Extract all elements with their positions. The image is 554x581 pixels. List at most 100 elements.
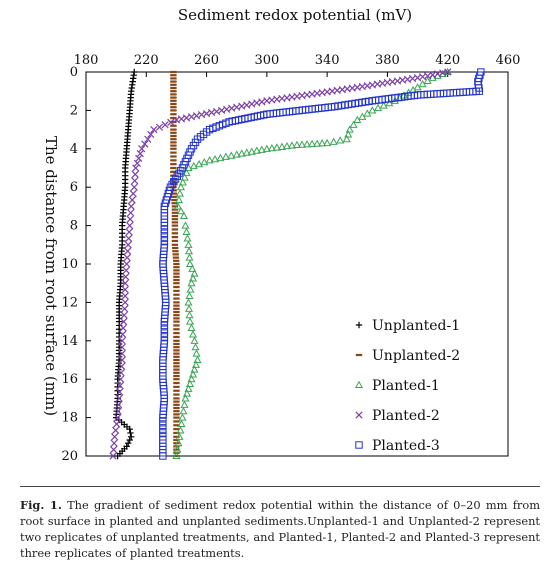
data-point-interp	[114, 407, 122, 415]
data-point-interp	[190, 365, 199, 373]
data-point-interp	[287, 141, 297, 149]
data-point	[345, 125, 354, 133]
data-point-interp	[159, 421, 167, 429]
data-point	[179, 211, 189, 220]
data-point-interp	[116, 381, 124, 390]
data-point	[187, 374, 196, 383]
data-point-interp	[128, 196, 136, 204]
data-point-interp	[160, 229, 169, 237]
data-point-interp	[141, 140, 149, 148]
y-tick-label: 4	[70, 142, 78, 157]
chart-figure: Sediment redox potential (mV) 180 220 260 3…	[42, 6, 520, 464]
data-point-interp	[176, 426, 185, 434]
data-point	[187, 278, 196, 287]
plot-frame	[85, 71, 509, 457]
data-point	[124, 241, 132, 249]
data-point	[111, 433, 119, 441]
data-point	[128, 433, 135, 440]
data-point-interp	[159, 425, 167, 433]
legend-marker	[355, 321, 363, 329]
data-point-interp	[133, 159, 141, 167]
data-point	[368, 106, 377, 114]
series-planted-1	[172, 67, 452, 460]
data-point-interp	[349, 120, 358, 128]
data-point-interp	[385, 98, 394, 107]
data-point	[342, 134, 351, 143]
data-point	[126, 221, 134, 230]
data-point	[185, 259, 195, 268]
y-tick-label: 16	[61, 372, 78, 387]
x-tick-label: 340	[315, 53, 340, 68]
data-point	[353, 115, 362, 124]
data-point-interp	[318, 139, 327, 147]
data-point-interp	[185, 379, 195, 388]
data-point-interp	[423, 76, 432, 85]
x-tick-label: 260	[194, 53, 219, 68]
series-planted-2	[109, 68, 452, 460]
data-point-interp	[302, 140, 312, 148]
data-point-interp	[127, 209, 135, 217]
data-point	[181, 394, 190, 402]
data-point-interp	[147, 130, 155, 139]
y-tick-label: 14	[61, 334, 78, 349]
data-point-interp	[179, 406, 188, 415]
series-unplanted-2	[170, 70, 180, 458]
data-point	[172, 451, 181, 460]
data-point	[178, 413, 187, 421]
data-point	[185, 317, 195, 325]
data-point	[120, 317, 128, 326]
x-tick-label: 220	[134, 53, 159, 68]
caption-text: The gradient of sediment redox potential…	[20, 498, 541, 560]
data-point	[160, 221, 169, 230]
y-tick-label: 18	[61, 411, 78, 426]
data-point	[130, 183, 138, 191]
data-point-interp	[210, 154, 220, 163]
data-point-interp	[174, 195, 183, 204]
data-point-interp	[192, 349, 201, 357]
x-tick-label: 300	[254, 53, 279, 68]
data-point	[138, 145, 146, 153]
data-point-interp	[160, 225, 169, 234]
data-point	[413, 83, 422, 91]
data-point	[323, 138, 332, 147]
data-point	[121, 279, 129, 287]
data-point	[160, 317, 169, 326]
data-point-interp	[194, 159, 204, 168]
data-point	[109, 452, 117, 460]
data-point-interp	[173, 445, 182, 453]
data-point-interp	[160, 329, 169, 337]
data-point	[184, 240, 193, 248]
data-point-interp	[329, 137, 338, 145]
data-point-interp	[183, 234, 192, 242]
data-point	[159, 413, 167, 422]
legend-marker	[354, 380, 364, 389]
legend-label: Planted-2	[372, 408, 440, 424]
data-point-interp	[185, 253, 194, 261]
y-tick-label: 6	[70, 180, 78, 195]
data-point-interp	[160, 333, 169, 341]
data-point-interp	[182, 227, 191, 236]
series-layer	[109, 67, 485, 460]
legend-marker	[355, 441, 363, 449]
data-point-interp	[188, 274, 198, 282]
data-point-interp	[187, 323, 196, 332]
data-point-interp	[125, 234, 133, 243]
data-point	[181, 221, 190, 229]
caption-label: Fig. 1.	[20, 498, 62, 512]
data-point-interp	[221, 152, 230, 160]
data-point-interp	[160, 325, 169, 333]
data-point-interp	[358, 112, 367, 120]
data-point-interp	[160, 237, 169, 245]
y-tick-label: 12	[61, 295, 78, 310]
data-point-interp	[297, 140, 307, 148]
data-point	[115, 394, 123, 403]
data-point	[114, 413, 122, 422]
caption-divider	[20, 486, 540, 487]
data-point-interp	[178, 178, 187, 186]
data-point	[193, 355, 202, 364]
data-point	[175, 432, 184, 440]
data-point-interp	[121, 305, 129, 313]
data-point-interp	[418, 79, 427, 88]
legend-label: Planted-3	[372, 438, 440, 454]
data-point-interp	[188, 264, 197, 272]
